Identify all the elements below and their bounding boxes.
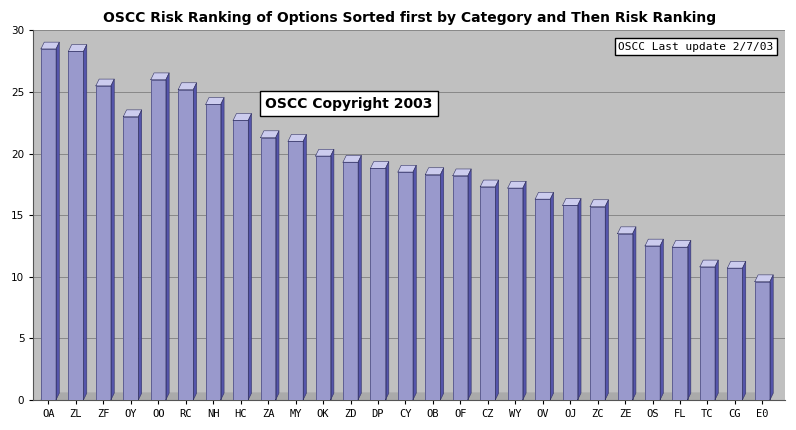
Polygon shape	[550, 192, 553, 400]
Polygon shape	[370, 162, 388, 169]
Polygon shape	[715, 260, 718, 400]
Polygon shape	[743, 261, 746, 400]
Polygon shape	[468, 169, 471, 400]
Polygon shape	[508, 181, 526, 188]
Polygon shape	[315, 149, 334, 156]
Polygon shape	[248, 114, 252, 400]
Title: OSCC Risk Ranking of Options Sorted first by Category and Then Risk Ranking: OSCC Risk Ranking of Options Sorted firs…	[103, 11, 716, 25]
Polygon shape	[233, 120, 248, 400]
Polygon shape	[645, 239, 663, 246]
Polygon shape	[358, 155, 361, 400]
Polygon shape	[618, 227, 636, 233]
Polygon shape	[178, 89, 193, 400]
Polygon shape	[535, 192, 553, 199]
Polygon shape	[111, 79, 115, 400]
Polygon shape	[150, 80, 166, 400]
Polygon shape	[440, 168, 443, 400]
Text: OSCC Copyright 2003: OSCC Copyright 2003	[265, 97, 433, 111]
Polygon shape	[700, 260, 718, 267]
Polygon shape	[480, 180, 498, 187]
Polygon shape	[41, 42, 60, 49]
Polygon shape	[453, 176, 468, 400]
Polygon shape	[260, 131, 279, 138]
Polygon shape	[700, 267, 715, 400]
Polygon shape	[480, 187, 495, 400]
Polygon shape	[425, 168, 443, 175]
Polygon shape	[413, 165, 416, 400]
Polygon shape	[590, 200, 608, 206]
Polygon shape	[56, 42, 60, 400]
Polygon shape	[166, 73, 170, 400]
Polygon shape	[233, 114, 252, 120]
Polygon shape	[315, 156, 330, 400]
Polygon shape	[755, 275, 773, 282]
Polygon shape	[563, 199, 581, 205]
Polygon shape	[728, 261, 746, 268]
Polygon shape	[535, 199, 550, 400]
Polygon shape	[563, 205, 578, 400]
Polygon shape	[220, 98, 224, 400]
Polygon shape	[343, 155, 361, 162]
Polygon shape	[673, 240, 691, 247]
Polygon shape	[385, 162, 388, 400]
Text: OSCC Last update 2/7/03: OSCC Last update 2/7/03	[618, 42, 774, 52]
Polygon shape	[645, 246, 660, 400]
Polygon shape	[398, 165, 416, 172]
Polygon shape	[260, 138, 275, 400]
Polygon shape	[205, 98, 224, 104]
Polygon shape	[770, 275, 773, 400]
Polygon shape	[590, 206, 605, 400]
Polygon shape	[688, 240, 691, 400]
Polygon shape	[618, 233, 633, 400]
Polygon shape	[205, 104, 220, 400]
Polygon shape	[123, 117, 139, 400]
Polygon shape	[398, 172, 413, 400]
Polygon shape	[68, 51, 84, 400]
Polygon shape	[370, 169, 385, 400]
Polygon shape	[425, 175, 440, 400]
Polygon shape	[633, 227, 636, 400]
Polygon shape	[343, 162, 358, 400]
Polygon shape	[178, 83, 197, 89]
Polygon shape	[288, 141, 303, 400]
Polygon shape	[330, 149, 334, 400]
Polygon shape	[139, 110, 142, 400]
Polygon shape	[288, 135, 306, 141]
Polygon shape	[578, 199, 581, 400]
Polygon shape	[605, 200, 608, 400]
Polygon shape	[755, 282, 770, 400]
Polygon shape	[728, 268, 743, 400]
Polygon shape	[68, 45, 87, 51]
Polygon shape	[96, 86, 111, 400]
Polygon shape	[193, 83, 197, 400]
Polygon shape	[495, 180, 498, 400]
Polygon shape	[41, 393, 773, 400]
Polygon shape	[41, 49, 56, 400]
Polygon shape	[523, 181, 526, 400]
Polygon shape	[453, 169, 471, 176]
Polygon shape	[150, 73, 170, 80]
Polygon shape	[673, 247, 688, 400]
Polygon shape	[660, 239, 663, 400]
Polygon shape	[508, 188, 523, 400]
Polygon shape	[303, 135, 306, 400]
Polygon shape	[84, 45, 87, 400]
Polygon shape	[96, 79, 115, 86]
Polygon shape	[123, 110, 142, 117]
Polygon shape	[275, 131, 279, 400]
